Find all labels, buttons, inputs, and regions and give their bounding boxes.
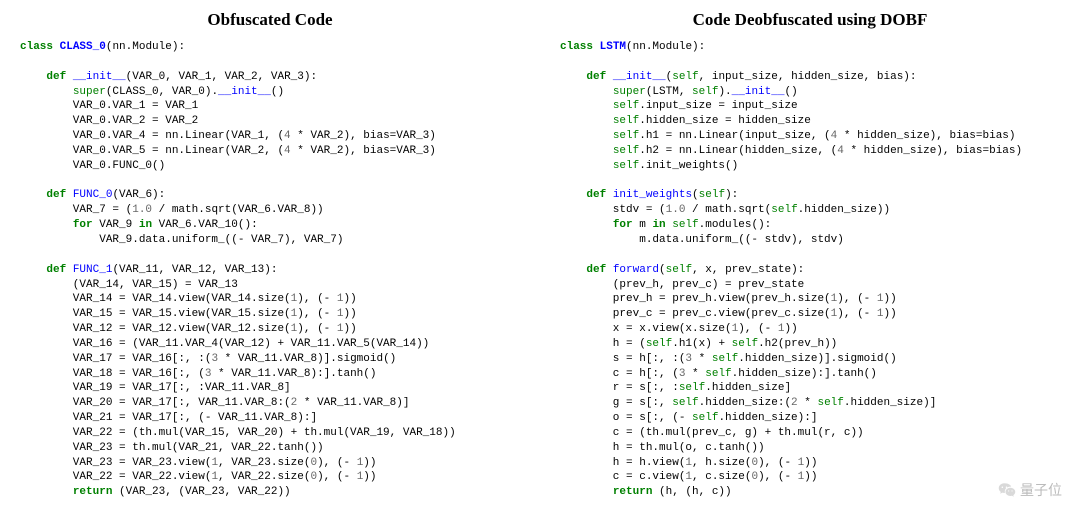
token-num: 1 bbox=[798, 457, 805, 469]
token-num: 1 bbox=[831, 293, 838, 305]
token-kw: def bbox=[46, 189, 66, 201]
token-sf: self bbox=[666, 264, 692, 276]
right-title: Code Deobfuscated using DOBF bbox=[560, 10, 1060, 30]
obfuscated-code-block: class CLASS_0(nn.Module): def __init__(V… bbox=[20, 40, 520, 500]
token-sf: self bbox=[613, 130, 639, 142]
token-num: 0 bbox=[310, 471, 317, 483]
token-num: 4 bbox=[284, 130, 291, 142]
token-kw: def bbox=[586, 71, 606, 83]
token-num: 1 bbox=[291, 293, 298, 305]
token-num: 4 bbox=[284, 145, 291, 157]
token-kw: def bbox=[586, 189, 606, 201]
token-kw: in bbox=[139, 219, 152, 231]
right-column: Code Deobfuscated using DOBF class LSTM(… bbox=[560, 10, 1060, 500]
token-num: 1 bbox=[337, 308, 344, 320]
token-num: 1 bbox=[877, 293, 884, 305]
token-num: 2 bbox=[291, 397, 298, 409]
token-num: 1 bbox=[831, 308, 838, 320]
token-num: 1 bbox=[685, 457, 692, 469]
token-num: 1 bbox=[357, 457, 364, 469]
token-num: 3 bbox=[211, 353, 218, 365]
token-fn: FUNC_0 bbox=[73, 189, 113, 201]
deobfuscated-code-block: class LSTM(nn.Module): def __init__(self… bbox=[560, 40, 1060, 500]
token-num: 3 bbox=[685, 353, 692, 365]
token-num: 3 bbox=[205, 368, 212, 380]
token-kw: class bbox=[560, 41, 593, 53]
token-num: 1 bbox=[357, 471, 364, 483]
token-num: 1 bbox=[337, 293, 344, 305]
token-num: 0 bbox=[751, 471, 758, 483]
token-kw: def bbox=[46, 264, 66, 276]
left-title: Obfuscated Code bbox=[20, 10, 520, 30]
token-num: 4 bbox=[837, 145, 844, 157]
token-fn: __init__ bbox=[218, 86, 271, 98]
token-sf: self bbox=[646, 338, 672, 350]
token-kw: return bbox=[613, 486, 653, 498]
token-kw: for bbox=[613, 219, 633, 231]
token-num: 1 bbox=[877, 308, 884, 320]
token-num: 1 bbox=[291, 323, 298, 335]
token-num: 4 bbox=[831, 130, 838, 142]
watermark: 量子位 bbox=[998, 480, 1062, 500]
token-sf: self bbox=[705, 368, 731, 380]
token-num: 0 bbox=[751, 457, 758, 469]
token-sf: super bbox=[73, 86, 106, 98]
token-num: 1 bbox=[211, 457, 218, 469]
token-cls: CLASS_0 bbox=[60, 41, 106, 53]
token-kw: for bbox=[73, 219, 93, 231]
token-cls: LSTM bbox=[600, 41, 626, 53]
token-sf: super bbox=[613, 86, 646, 98]
token-sf: self bbox=[613, 115, 639, 127]
token-num: 1 bbox=[798, 471, 805, 483]
token-sf: self bbox=[817, 397, 843, 409]
token-sf: self bbox=[712, 353, 738, 365]
token-kw: in bbox=[652, 219, 665, 231]
token-num: 1.0 bbox=[666, 204, 686, 216]
token-kw: def bbox=[46, 71, 66, 83]
token-kw: return bbox=[73, 486, 113, 498]
token-fn: init_weights bbox=[613, 189, 692, 201]
token-sf: self bbox=[771, 204, 797, 216]
token-sf: self bbox=[672, 219, 698, 231]
token-num: 1 bbox=[732, 323, 739, 335]
token-fn: FUNC_1 bbox=[73, 264, 113, 276]
token-fn: __init__ bbox=[732, 86, 785, 98]
token-sf: self bbox=[613, 160, 639, 172]
token-sf: self bbox=[692, 86, 718, 98]
token-kw: class bbox=[20, 41, 53, 53]
token-num: 3 bbox=[679, 368, 686, 380]
wechat-icon bbox=[998, 481, 1016, 499]
token-sf: self bbox=[679, 382, 705, 394]
token-num: 2 bbox=[791, 397, 798, 409]
watermark-text: 量子位 bbox=[1020, 480, 1062, 500]
token-sf: self bbox=[613, 145, 639, 157]
token-num: 1 bbox=[778, 323, 785, 335]
token-num: 1 bbox=[291, 308, 298, 320]
token-num: 0 bbox=[310, 457, 317, 469]
token-fn: __init__ bbox=[613, 71, 666, 83]
token-fn: forward bbox=[613, 264, 659, 276]
token-sf: self bbox=[732, 338, 758, 350]
token-num: 1 bbox=[337, 323, 344, 335]
token-num: 1.0 bbox=[132, 204, 152, 216]
token-kw: def bbox=[586, 264, 606, 276]
token-sf: self bbox=[672, 397, 698, 409]
left-column: Obfuscated Code class CLASS_0(nn.Module)… bbox=[20, 10, 520, 500]
token-fn: __init__ bbox=[73, 71, 126, 83]
token-num: 1 bbox=[685, 471, 692, 483]
code-comparison: Obfuscated Code class CLASS_0(nn.Module)… bbox=[20, 10, 1060, 500]
token-sf: self bbox=[699, 189, 725, 201]
token-sf: self bbox=[613, 100, 639, 112]
token-num: 1 bbox=[211, 471, 218, 483]
token-sf: self bbox=[692, 412, 718, 424]
token-sf: self bbox=[672, 71, 698, 83]
